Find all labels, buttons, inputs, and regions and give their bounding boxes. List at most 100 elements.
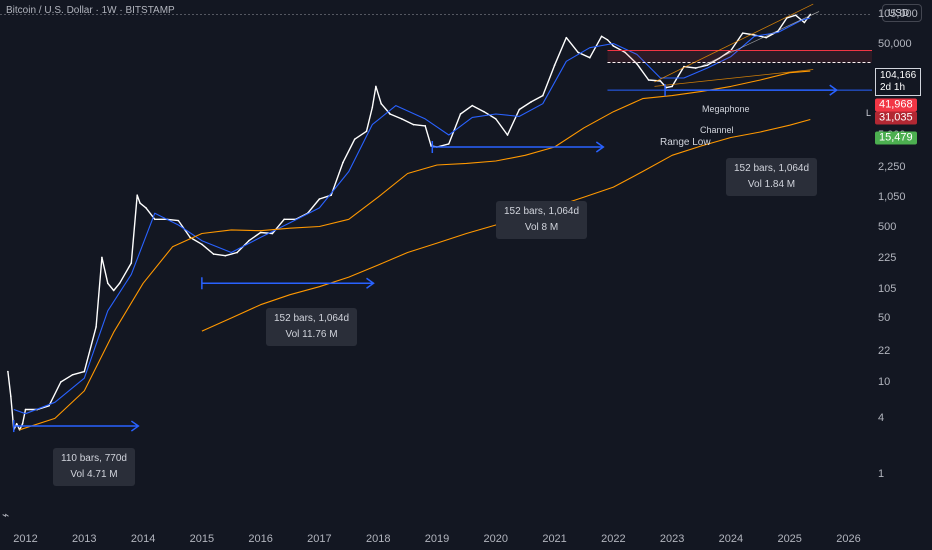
price-point	[612, 45, 615, 47]
x-tick-label: 2017	[307, 533, 332, 545]
price-point	[471, 104, 474, 107]
drawings-layer	[0, 3, 872, 433]
price-point	[565, 36, 568, 39]
price-point	[636, 63, 638, 65]
y-tick-label: 1,050	[878, 191, 906, 204]
x-tick-label: 2023	[659, 533, 685, 545]
price-point	[283, 218, 285, 221]
price-point	[48, 404, 50, 407]
price-point	[224, 254, 227, 257]
price-point	[236, 251, 238, 254]
x-tick-label: 2024	[718, 533, 744, 545]
price-point	[624, 51, 626, 54]
price-point	[118, 282, 121, 285]
megaphone-lower	[654, 69, 814, 87]
y-tick-label: 50	[878, 312, 891, 325]
price-point	[665, 86, 668, 89]
price-point	[753, 34, 756, 36]
measure-bars: 152 bars, 1,064d	[734, 163, 810, 174]
price-point	[10, 395, 12, 397]
price-point	[506, 134, 509, 136]
price-point	[154, 218, 156, 221]
price-point	[430, 145, 432, 147]
price-point	[706, 64, 709, 66]
measure-box-3[interactable]: 152 bars, 1,064d Vol 8 M	[496, 201, 588, 239]
price-point	[365, 130, 368, 133]
price-point	[803, 21, 806, 24]
series-line-2	[19, 70, 811, 431]
price-point	[400, 118, 403, 120]
measure-arrow-head	[595, 141, 605, 153]
currency-button[interactable]: USD	[882, 4, 922, 22]
price-point	[59, 381, 62, 383]
price-point	[589, 56, 591, 59]
y-tick-label: 1	[878, 467, 885, 480]
measure-vol: Vol 8 M	[524, 222, 559, 233]
price-point	[212, 253, 215, 255]
x-tick-label: 2014	[130, 533, 156, 545]
price-point	[139, 202, 141, 204]
y-tick-label: 2,250	[878, 160, 906, 173]
series-line-1	[13, 17, 811, 415]
symbol-title: Bitcoin / U.S. Dollar · 1W · BITSTAMP	[6, 5, 175, 16]
x-tick-label: 2012	[13, 533, 38, 545]
x-tick-label: 2022	[601, 533, 626, 545]
price-point	[447, 143, 450, 145]
price-point	[809, 13, 812, 16]
level-label-dark-red: 31,035	[875, 111, 917, 125]
price-point	[259, 231, 262, 234]
price-point	[600, 35, 603, 38]
price-point	[424, 125, 427, 127]
price-point	[71, 373, 74, 376]
price-point	[318, 198, 321, 200]
x-tick-label: 2018	[365, 533, 391, 545]
price-point	[112, 289, 115, 292]
series-layer	[7, 13, 812, 431]
price-point	[21, 422, 24, 425]
price-point	[389, 113, 391, 115]
y-tick-label: 10	[878, 376, 891, 388]
price-point	[271, 232, 274, 235]
measure-box-1[interactable]: 110 bars, 770d Vol 4.71 M	[53, 448, 135, 486]
megaphone-upper	[654, 3, 814, 83]
price-point	[518, 108, 521, 111]
price-point	[794, 14, 797, 17]
measure-arrow-head	[829, 84, 839, 96]
measure-bars: 110 bars, 770d	[61, 453, 127, 464]
measure-vol: Vol 4.71 M	[70, 469, 118, 480]
price-point	[371, 106, 374, 109]
price-point	[136, 194, 139, 197]
price-point	[353, 138, 356, 141]
measure-vol: Vol 11.76 M	[285, 329, 338, 340]
y-tick-label: 500	[878, 220, 897, 233]
price-point	[659, 80, 662, 82]
x-tick-label: 2020	[483, 533, 509, 545]
measure-box-2[interactable]: 152 bars, 1,064d Vol 11.76 M	[266, 308, 358, 346]
megaphone-label: Megaphone	[702, 104, 750, 114]
y-tick-label: 225	[878, 252, 897, 265]
measure-arrow-head	[130, 420, 140, 432]
price-point	[83, 370, 86, 373]
price-point	[145, 207, 147, 209]
level-label-red: 41,968	[875, 98, 917, 112]
measure-vol: Vol 1.84 M	[747, 179, 796, 190]
measure-box-4[interactable]: 152 bars, 1,064d Vol 1.84 M	[726, 158, 818, 196]
price-point	[7, 370, 9, 373]
measure-bars: 152 bars, 1,064d	[504, 206, 580, 217]
tradingview-logo-icon[interactable]: ⌁	[2, 508, 10, 522]
price-point	[375, 85, 377, 88]
x-tick-label: 2025	[777, 533, 802, 545]
price-point	[542, 94, 544, 97]
price-point	[330, 194, 332, 197]
price-point	[494, 118, 497, 120]
x-tick-label: 2026	[836, 533, 861, 545]
price-point	[741, 32, 744, 34]
price-point	[189, 236, 191, 239]
price-point	[95, 326, 97, 328]
price-point	[483, 110, 485, 113]
y-tick-label: 105,000	[878, 8, 918, 21]
current-price-label: 104,166 2d 1h	[875, 68, 922, 96]
level-label-green: 15,479	[875, 131, 917, 145]
price-point	[412, 123, 415, 126]
